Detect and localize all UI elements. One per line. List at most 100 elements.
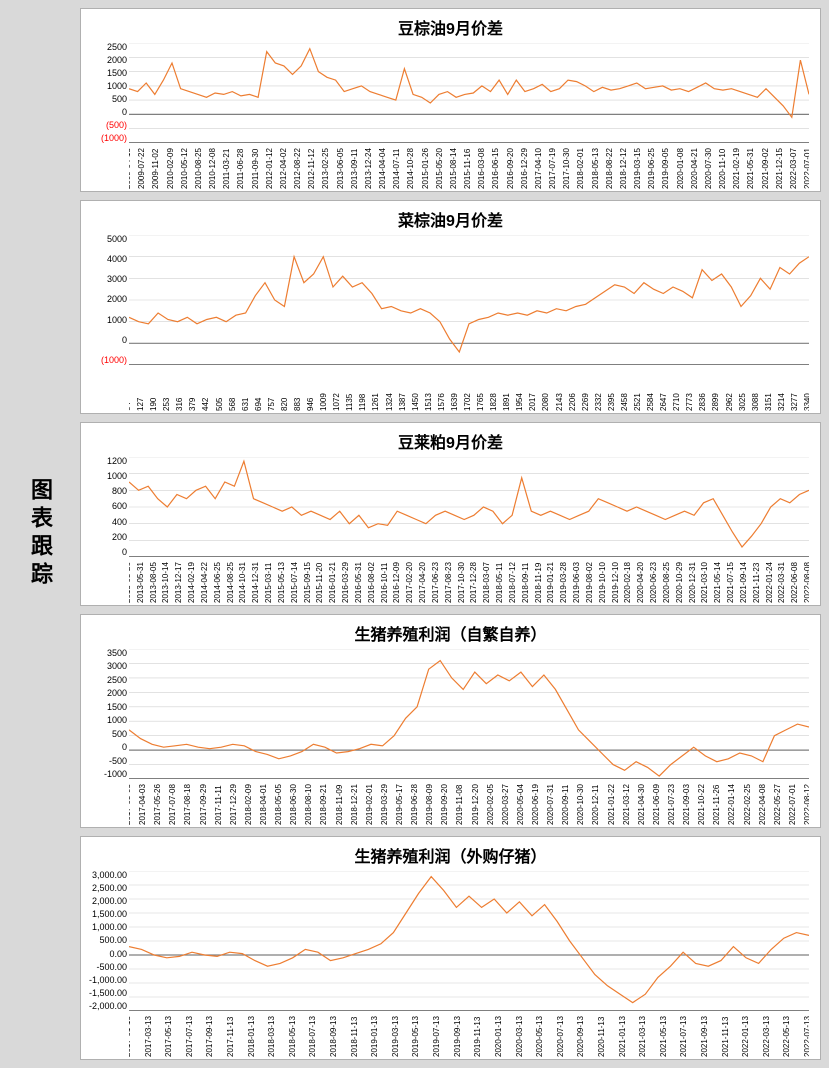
- y-tick-label: -500: [87, 757, 127, 766]
- x-tick-label: 2014-10-28: [406, 148, 415, 189]
- x-tick-label: 2022-08-08: [803, 562, 809, 603]
- x-tick-label: 2019-06-03: [572, 562, 581, 603]
- x-tick-label: 2021-05-31: [746, 148, 755, 189]
- x-tick-label: 1009: [319, 393, 328, 411]
- x-tick-label: 2016-10-11: [380, 563, 389, 603]
- x-tick-label: 2022-05-13: [782, 1016, 791, 1057]
- y-tick-label: 2500: [87, 676, 127, 685]
- y-tick-label: 0.00: [87, 950, 127, 959]
- x-tick-label: 2018-12-12: [619, 148, 628, 189]
- x-tick-label: 2022-01-24: [765, 562, 774, 603]
- x-tick-label: 2013-12-24: [364, 148, 373, 189]
- y-tick-label: 1,500.00: [87, 910, 127, 919]
- x-tick-label: 2022-03-13: [762, 1016, 771, 1057]
- x-tick-label: 2022-08-12: [803, 784, 809, 825]
- x-tick-label: 2016-09-20: [506, 148, 515, 189]
- x-tick-label: 2012-11-12: [307, 149, 316, 189]
- x-tick-label: 2016-05-31: [354, 562, 363, 603]
- x-tick-label: 2021-11-13: [721, 1017, 730, 1057]
- x-tick-label: 2022-03-07: [789, 148, 798, 189]
- y-tick-label: 0: [87, 108, 127, 117]
- x-tick-label: 2020-09-11: [561, 785, 570, 825]
- x-tick-label: 2017-07-19: [548, 148, 557, 189]
- x-tick-label: 2019-06-25: [647, 148, 656, 189]
- x-tick-label: 2016-08-02: [367, 562, 376, 603]
- x-tick-label: 2013-02-25: [321, 148, 330, 189]
- x-tick-label: 2015-11-20: [315, 563, 324, 603]
- x-tick-label: 2020-03-13: [515, 1016, 524, 1057]
- side-label: 图表跟踪: [0, 8, 80, 1060]
- chart-box: 豆莱粕9月价差120010008006004002000日期2013-03-26…: [80, 422, 821, 606]
- x-tick-label: 820: [280, 398, 289, 411]
- x-tick-label: 2021-04-30: [637, 784, 646, 825]
- charts-column: 豆棕油9月价差25002000150010005000(500)(1000)日期…: [80, 8, 821, 1060]
- x-tick-label: 2020-10-30: [576, 784, 585, 825]
- y-tick-label: 500: [87, 730, 127, 739]
- x-tick-label: 2021-09-14: [739, 562, 748, 603]
- plot-wrap: 500040003000200010000(1000): [87, 235, 814, 365]
- y-tick-label: 1000: [87, 316, 127, 325]
- x-tick-label: 2020-08-25: [662, 562, 671, 603]
- x-tick-label: 2584: [646, 393, 655, 411]
- x-tick-label: 2020-06-19: [531, 784, 540, 825]
- x-tick-label: 2020-12-11: [591, 785, 600, 825]
- x-tick-label: 2019-03-29: [380, 784, 389, 825]
- plot-wrap: 25002000150010005000(500)(1000): [87, 43, 814, 143]
- x-tick-label: 2080: [541, 393, 550, 411]
- x-tick-label: 2017-09-13: [205, 1016, 214, 1057]
- plot-wrap: 3,000.002,500.002,000.001,500.001,000.00…: [87, 871, 814, 1011]
- x-tick-label: 2020-09-13: [576, 1016, 585, 1057]
- x-tick-label: 2012-08-22: [293, 148, 302, 189]
- x-tick-label: 1198: [358, 394, 367, 411]
- y-axis: 120010008006004002000: [87, 457, 129, 557]
- y-axis: 3500300025002000150010005000-500-1000: [87, 649, 129, 779]
- x-tick-label: 2014-08-25: [226, 562, 235, 603]
- x-tick-label: 2020-11-10: [718, 149, 727, 189]
- x-tick-label: 2020-01-13: [494, 1016, 503, 1057]
- y-axis: 500040003000200010000(1000): [87, 235, 129, 365]
- x-tick-label: 2013-06-05: [336, 148, 345, 189]
- x-tick-label: 2018-08-10: [304, 784, 313, 825]
- x-tick-label: 2016-03-29: [341, 562, 350, 603]
- y-tick-label: 1000: [87, 472, 127, 481]
- x-tick-label: 2021-05-13: [659, 1016, 668, 1057]
- y-tick-label: 3500: [87, 649, 127, 658]
- chart-box: 豆棕油9月价差25002000150010005000(500)(1000)日期…: [80, 8, 821, 192]
- x-tick-label: 2521: [633, 393, 642, 411]
- x-tick-label: 2020-11-13: [597, 1017, 606, 1057]
- x-tick-label: 2019-09-13: [453, 1016, 462, 1057]
- page: 图表跟踪 豆棕油9月价差25002000150010005000(500)(10…: [0, 0, 829, 1068]
- x-tick-label: 2022-03-31: [777, 562, 786, 603]
- x-tick-label: 757: [267, 398, 276, 411]
- x-tick-label: 2773: [685, 393, 694, 411]
- chart-box: 菜棕油9月价差500040003000200010000(1000)641271…: [80, 200, 821, 414]
- y-tick-label: 2000: [87, 689, 127, 698]
- x-tick-label: 2021-05-14: [713, 562, 722, 603]
- x-tick-label: 2010-08-25: [194, 148, 203, 189]
- y-tick-label: 0: [87, 548, 127, 557]
- x-tick-label: 2013-05-31: [136, 562, 145, 603]
- x-tick-label: 2206: [568, 393, 577, 411]
- x-tick-label: 1954: [515, 393, 524, 411]
- x-tick-label: 2019-06-28: [410, 784, 419, 825]
- plot-area: [129, 235, 814, 365]
- x-tick-label: 2013-09-11: [350, 149, 359, 189]
- x-tick-label: 2710: [672, 393, 681, 411]
- x-tick-label: 2020-07-31: [546, 784, 555, 825]
- x-tick-label: 2016-12-29: [520, 148, 529, 189]
- x-tick-label: 2018-02-09: [244, 784, 253, 825]
- plot-area: [129, 457, 814, 557]
- x-tick-label: 2458: [620, 393, 629, 411]
- x-tick-label: 568: [228, 398, 237, 411]
- x-tick-label: 2018-04-01: [259, 784, 268, 825]
- x-tick-label: 2020-02-18: [623, 562, 632, 603]
- x-tick-label: 2019-12-20: [471, 784, 480, 825]
- x-tick-label: 2017-08-18: [183, 784, 192, 825]
- x-tick-label: 2018-05-05: [274, 784, 283, 825]
- x-tick-label: 2143: [555, 393, 564, 411]
- y-tick-label: 400: [87, 518, 127, 527]
- x-tick-label: 3088: [751, 393, 760, 411]
- x-tick-label: 3151: [764, 393, 773, 411]
- x-tick-label: 2018-06-30: [289, 784, 298, 825]
- x-tick-label: 2018-11-09: [335, 785, 344, 825]
